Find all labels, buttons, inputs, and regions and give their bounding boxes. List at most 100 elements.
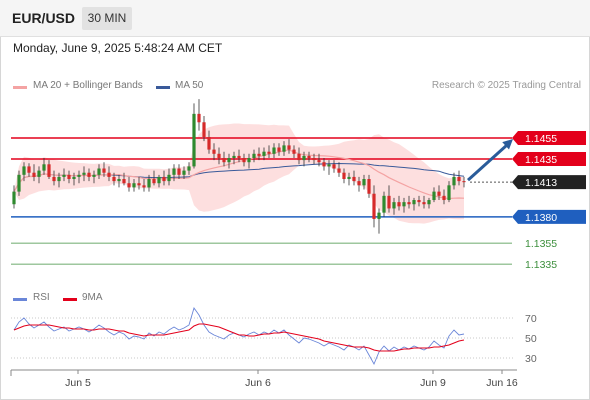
candle: [357, 176, 361, 192]
candle-body: [302, 155, 306, 161]
candle: [377, 208, 381, 234]
candle: [202, 115, 206, 142]
candle-body: [357, 181, 361, 186]
candle-body: [162, 176, 166, 182]
candle-body: [427, 200, 431, 205]
candle: [337, 162, 341, 177]
candle-body: [197, 113, 201, 123]
rsi-tick-label: 50: [525, 333, 537, 345]
candle-body: [412, 200, 416, 205]
target-price-label: 1.1355: [525, 238, 557, 250]
candle-body: [22, 166, 26, 175]
candle-body: [367, 179, 371, 194]
candle: [437, 185, 441, 201]
candle-body: [27, 166, 31, 173]
candle: [462, 176, 466, 188]
candle: [132, 179, 136, 192]
candle: [242, 153, 246, 167]
resistance-price-label: 1.1455: [525, 133, 557, 145]
candle-body: [452, 176, 456, 186]
candle-body: [77, 174, 81, 177]
candle: [52, 170, 56, 186]
candle: [362, 174, 366, 190]
timeframe-badge[interactable]: 30 MIN: [82, 7, 132, 30]
candle-body: [347, 176, 351, 180]
candle: [107, 166, 111, 182]
candle: [197, 99, 201, 131]
candle: [47, 160, 51, 180]
candle: [77, 170, 81, 184]
candle-body: [147, 179, 151, 188]
candle-body: [407, 202, 411, 205]
candle-body: [222, 158, 226, 163]
candle: [402, 197, 406, 213]
candle-body: [392, 202, 396, 209]
candle-body: [227, 158, 231, 163]
candle-body: [52, 176, 56, 182]
candle: [262, 147, 266, 161]
candle-body: [182, 170, 186, 175]
candle: [217, 147, 221, 165]
candle: [457, 170, 461, 186]
candle-body: [462, 181, 466, 183]
candle-body: [92, 174, 96, 177]
candle: [302, 151, 306, 167]
candle-body: [42, 164, 46, 171]
rsi-tick-label: 70: [525, 313, 537, 325]
candle: [432, 187, 436, 203]
candle-body: [447, 185, 451, 201]
credit-label: Research © 2025 Trading Central: [431, 80, 581, 91]
candle: [17, 170, 21, 196]
candle-body: [397, 202, 401, 207]
candle-body: [337, 168, 341, 173]
candle: [207, 130, 211, 154]
candle: [147, 174, 151, 192]
candle: [342, 168, 346, 184]
projection-arrow-shaft: [466, 143, 509, 182]
candle: [317, 153, 321, 167]
rsi-ma-legend-swatch: [63, 298, 77, 301]
candle: [392, 197, 396, 215]
candle: [122, 172, 126, 186]
candle-body: [127, 183, 131, 188]
candle: [137, 176, 141, 190]
candle-body: [112, 176, 116, 182]
candle-body: [167, 174, 171, 182]
candle: [42, 158, 46, 175]
rsi-ma-line: [13, 323, 465, 352]
candle-body: [377, 212, 381, 219]
candle: [27, 163, 31, 177]
candle: [327, 160, 331, 175]
candle: [32, 164, 36, 182]
candle-body: [12, 191, 16, 205]
candle: [167, 168, 171, 186]
candle-body: [67, 174, 71, 180]
candle-body: [47, 164, 51, 177]
candle-body: [237, 155, 241, 158]
support-price-label: 1.1380: [525, 212, 557, 224]
candle-body: [102, 168, 106, 173]
rsi-legend-label: RSI: [33, 292, 50, 303]
candle: [237, 149, 241, 163]
chart-header: EUR/USD 30 MIN: [0, 0, 590, 37]
candle: [382, 191, 386, 217]
candle: [372, 185, 376, 228]
candle: [127, 176, 131, 192]
candle: [252, 149, 256, 163]
candle: [177, 164, 181, 180]
resistance-price-label: 1.1435: [525, 154, 557, 166]
rsi-ma-legend-label: 9MA: [82, 292, 103, 303]
target-price-label: 1.1335: [525, 259, 557, 271]
candle: [282, 141, 286, 156]
candle-body: [277, 147, 281, 152]
candle: [397, 195, 401, 211]
candle-body: [122, 179, 126, 184]
candle-body: [382, 195, 386, 213]
candle-body: [82, 172, 86, 175]
candle: [62, 168, 66, 182]
projection-arrow-head: [502, 139, 513, 150]
candle-body: [157, 176, 161, 184]
candle-body: [97, 168, 101, 175]
candle: [142, 179, 146, 192]
resistance-price-tag: [512, 152, 586, 167]
